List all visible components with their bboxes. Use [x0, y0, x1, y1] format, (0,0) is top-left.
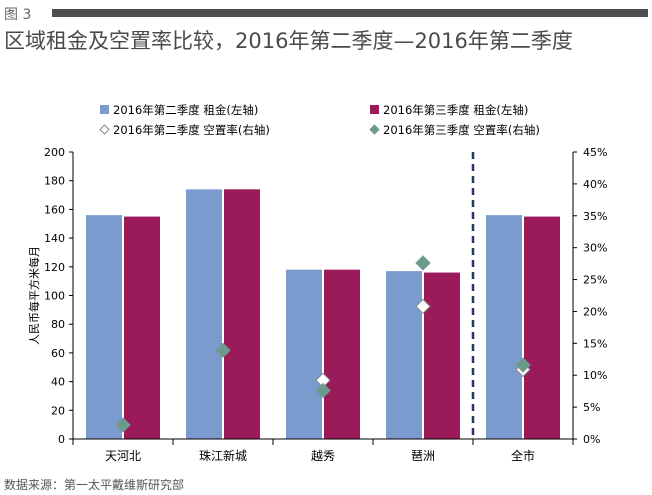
- right-tick-label: 40%: [583, 178, 607, 191]
- left-tick-label: 20: [51, 404, 65, 417]
- legend-swatch: [370, 105, 379, 114]
- q3-vacancy-marker: [215, 342, 231, 359]
- left-tick-label: 200: [44, 146, 65, 159]
- right-tick-label: 20%: [583, 305, 607, 318]
- legend-swatch: [100, 105, 109, 114]
- bar-q3-rent: [224, 189, 260, 439]
- legend-label: 2016年第二季度 空置率(右轴): [113, 123, 270, 137]
- left-tick-label: 160: [44, 203, 65, 216]
- q3-vacancy-marker: [115, 417, 131, 433]
- left-tick-label: 180: [44, 175, 65, 188]
- right-tick-label: 10%: [583, 369, 607, 382]
- bar-q2-rent: [486, 215, 522, 439]
- left-tick-label: 100: [44, 290, 65, 303]
- left-tick-label: 0: [58, 433, 65, 446]
- y-axis-label: 人民币每平方米每月: [27, 246, 41, 345]
- bar-q2-rent: [86, 215, 122, 439]
- legend-label: 2016年第三季度 空置率(右轴): [383, 123, 540, 137]
- chart-canvas: 2016年第二季度 租金(左轴) 2016年第三季度 租金(左轴) 2016年第二季…: [27, 103, 607, 463]
- bar-q3-rent: [324, 269, 360, 439]
- x-tick-label: 珠江新城: [199, 448, 247, 463]
- left-tick-label: 60: [51, 347, 65, 360]
- q3-vacancy-marker: [515, 357, 531, 373]
- x-tick-label: 琶洲: [411, 449, 435, 463]
- right-tick-label: 0%: [583, 433, 600, 446]
- left-tick-label: 140: [44, 232, 65, 245]
- bar-q3-rent: [424, 272, 460, 439]
- q3-vacancy-marker: [415, 255, 431, 271]
- q2-vacancy-marker: [415, 298, 431, 315]
- left-tick-label: 40: [51, 376, 65, 389]
- right-tick-label: 5%: [583, 401, 600, 414]
- figure-label: 图 3: [4, 7, 32, 23]
- bar-q2-rent: [386, 271, 422, 439]
- bar-q2-rent: [286, 269, 322, 439]
- legend-label: 2016年第二季度 租金(左轴): [113, 103, 258, 117]
- right-tick-label: 35%: [583, 210, 607, 223]
- q3-vacancy-marker: [315, 382, 331, 399]
- x-tick-label: 越秀: [311, 449, 335, 463]
- bar-q3-rent: [124, 216, 160, 439]
- legend-swatch: [99, 124, 110, 135]
- bar-q3-rent: [524, 216, 560, 439]
- bar-q2-rent: [186, 189, 222, 439]
- legend-label: 2016年第三季度 租金(左轴): [383, 103, 528, 117]
- source-note: 数据来源：第一太平戴维斯研究部: [4, 478, 185, 492]
- chart-title: 区域租金及空置率比较，2016年第二季度—2016年第二季度: [4, 29, 573, 53]
- x-tick-label: 天河北: [105, 449, 141, 463]
- plot-area: 0 20 40 60 80 100 120 140 160 180 200 0% 5% 10% 15% 20%…: [27, 146, 607, 463]
- x-tick-label: 全市: [511, 448, 535, 463]
- legend: 2016年第二季度 租金(左轴) 2016年第三季度 租金(左轴) 2016年第二季…: [99, 103, 540, 137]
- header-rule: [52, 9, 648, 17]
- left-tick-label: 120: [44, 261, 65, 274]
- right-tick-label: 15%: [583, 337, 607, 350]
- right-tick-label: 25%: [583, 274, 607, 287]
- right-tick-label: 30%: [583, 242, 607, 255]
- legend-swatch: [369, 124, 380, 135]
- right-tick-label: 45%: [583, 146, 607, 159]
- left-tick-label: 80: [51, 318, 65, 331]
